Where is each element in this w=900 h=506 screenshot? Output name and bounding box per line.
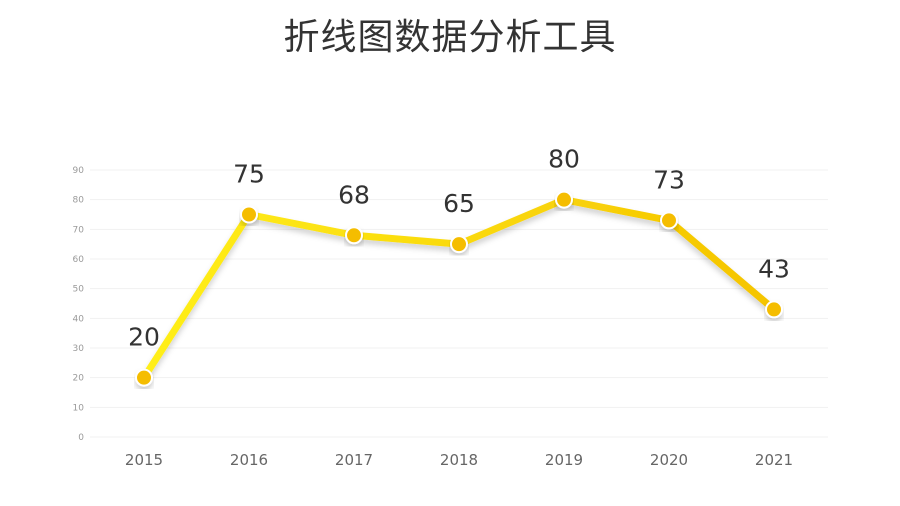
- y-tick-label: 30: [73, 344, 85, 354]
- data-label: 20: [128, 323, 160, 352]
- data-label: 43: [758, 254, 790, 283]
- data-labels: 20 75 68 65 80 73 43: [128, 145, 790, 352]
- data-point: [240, 205, 258, 224]
- data-point: [765, 300, 783, 319]
- data-point: [450, 235, 468, 254]
- y-tick-label: 10: [73, 403, 85, 413]
- data-point: [345, 226, 363, 245]
- x-tick-label: 2016: [230, 451, 268, 469]
- markers: [135, 190, 783, 387]
- y-tick-label: 20: [73, 374, 85, 384]
- chart-title: 折线图数据分析工具: [283, 17, 617, 58]
- y-tick-label: 0: [78, 433, 84, 443]
- data-label: 65: [443, 189, 475, 218]
- y-tick-label: 90: [73, 166, 85, 176]
- data-label: 75: [233, 160, 265, 189]
- x-tick-label: 2021: [755, 451, 793, 469]
- data-label: 68: [338, 180, 370, 209]
- y-tick-label: 40: [73, 314, 85, 324]
- data-label: 73: [653, 165, 685, 194]
- drop-lines: [248, 207, 775, 412]
- data-point: [555, 190, 573, 209]
- x-tick-label: 2018: [440, 451, 478, 469]
- y-tick-label: 80: [73, 196, 85, 206]
- x-tick-label: 2017: [335, 451, 373, 469]
- data-label: 80: [548, 145, 580, 174]
- y-tick-label: 70: [73, 225, 85, 235]
- x-axis-ticks: 2015 2016 2017 2018 2019 2020 2021: [125, 451, 793, 469]
- data-point: [135, 368, 153, 387]
- x-tick-label: 2020: [650, 451, 688, 469]
- x-tick-label: 2019: [545, 451, 583, 469]
- y-axis-ticks: 0 10 20 30 40 50 60 70 80 90: [73, 166, 85, 443]
- y-tick-label: 50: [73, 285, 85, 295]
- x-tick-label: 2015: [125, 451, 163, 469]
- y-tick-label: 60: [73, 255, 85, 265]
- data-point: [660, 211, 678, 230]
